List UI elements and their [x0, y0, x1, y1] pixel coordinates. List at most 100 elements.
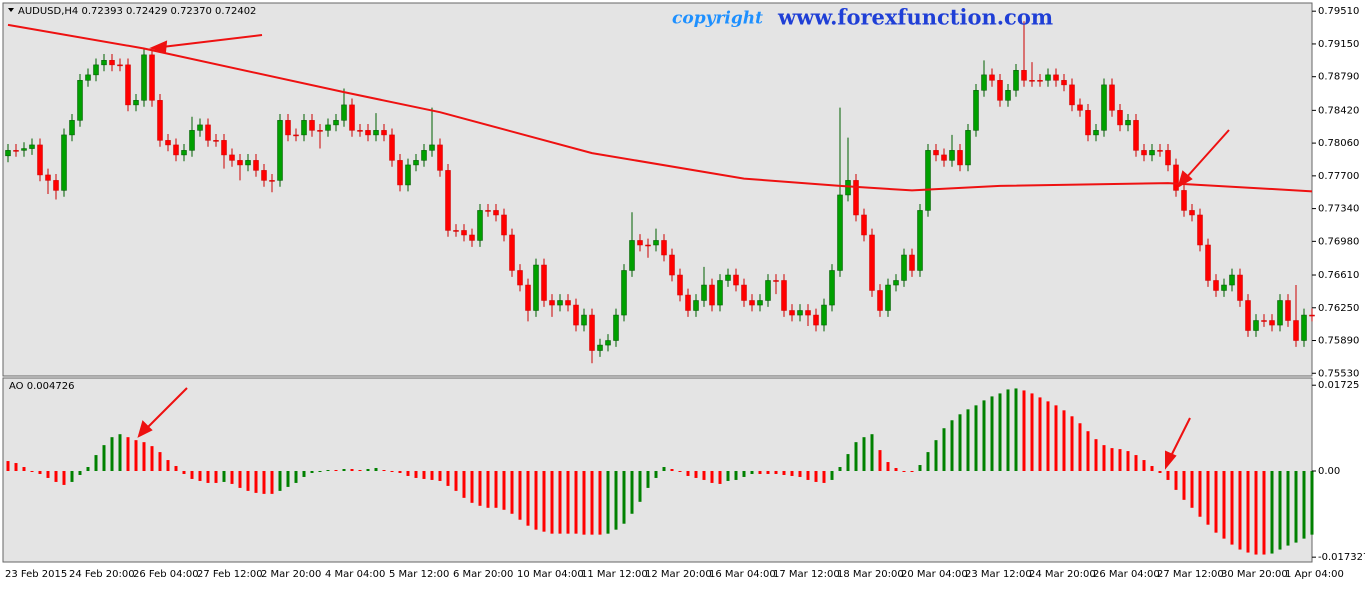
ao-bar: [158, 452, 162, 471]
ao-bar: [550, 470, 554, 534]
candle-body: [773, 280, 779, 282]
candle-body: [573, 304, 579, 326]
candle-body: [613, 314, 619, 341]
price-panel: [2, 2, 1313, 377]
chart-title: AUDUSD,H4 0.72393 0.72429 0.72370 0.7240…: [18, 6, 256, 17]
candle-body: [693, 300, 699, 311]
ao-bar: [894, 468, 898, 471]
ao-bar: [1134, 455, 1138, 471]
ao-bar: [1230, 470, 1234, 545]
ao-bar: [942, 428, 946, 471]
y-tick-label: -0.017327: [1318, 552, 1365, 563]
candle-body: [1005, 90, 1011, 101]
candle-body: [685, 294, 691, 311]
ao-bar: [214, 470, 218, 483]
ao-bar: [30, 470, 34, 472]
ao-bar: [390, 470, 394, 472]
y-tick-label: 0.01725: [1318, 380, 1359, 391]
candle-body: [1237, 274, 1243, 301]
ao-bar: [934, 440, 938, 471]
ao-bar: [1278, 470, 1282, 550]
ao-bar: [62, 470, 66, 485]
ao-bar: [846, 454, 850, 471]
candle-body: [181, 150, 187, 156]
ao-bar: [294, 470, 298, 483]
candle-body: [333, 120, 339, 126]
ao-bar: [430, 470, 434, 480]
y-tick-label: 0.77340: [1318, 204, 1359, 215]
ao-bar: [334, 470, 338, 471]
candle-body: [781, 280, 787, 311]
ao-bar: [486, 470, 490, 508]
y-tick-label: 0.78790: [1318, 72, 1359, 83]
ao-bar: [1038, 397, 1042, 471]
ao-bar: [1238, 470, 1242, 550]
ao-bar: [406, 470, 410, 476]
ao-bar: [1222, 470, 1226, 539]
candle-body: [397, 160, 403, 186]
ao-bar: [718, 470, 722, 484]
candle-body: [1181, 190, 1187, 211]
candle-body: [301, 120, 307, 136]
ao-bar: [422, 470, 426, 479]
candle-body: [869, 234, 875, 291]
ao-panel: [2, 377, 1313, 563]
candle-body: [1125, 120, 1131, 126]
arrow: [1169, 417, 1191, 459]
candle-body: [949, 150, 955, 161]
ao-bar: [46, 470, 50, 478]
candle-body: [1189, 210, 1195, 216]
ao-bar: [1206, 470, 1210, 525]
candle-body: [221, 140, 227, 156]
ao-bar: [606, 470, 610, 534]
ao-bar: [686, 470, 690, 476]
ao-bar: [1070, 416, 1074, 471]
candle-body: [629, 240, 635, 271]
ao-bar: [462, 470, 466, 498]
ao-bar: [814, 470, 818, 482]
candle-body: [1093, 130, 1099, 136]
candle-body: [813, 314, 819, 326]
candle-body: [549, 300, 555, 306]
candle-body: [277, 120, 283, 181]
ao-bar: [1014, 388, 1018, 471]
ao-bar: [1110, 448, 1114, 471]
ao-bar: [958, 414, 962, 471]
ao-bar: [454, 470, 458, 491]
candle-body: [885, 284, 891, 311]
ao-bar: [94, 455, 98, 471]
candle-body: [1213, 280, 1219, 291]
candle-body: [469, 234, 475, 241]
candle-body: [501, 214, 507, 236]
ao-bar: [1022, 390, 1026, 471]
x-tick-label: 1 Apr 04:00: [1285, 569, 1344, 580]
candle-body: [565, 300, 571, 306]
ao-bar: [414, 470, 418, 478]
arrow: [145, 387, 188, 430]
ao-bar: [470, 470, 474, 503]
candle-body: [1101, 84, 1107, 131]
ao-bar: [622, 470, 626, 524]
candle-body: [1061, 80, 1067, 86]
ao-bar: [510, 470, 514, 514]
ao-bar: [118, 434, 122, 471]
candle-body: [541, 264, 547, 301]
ao-bar: [398, 470, 402, 473]
y-tick-label: 0.79150: [1318, 39, 1359, 50]
candle-body: [533, 264, 539, 311]
ao-bar: [1046, 401, 1050, 471]
ao-bar: [734, 470, 738, 480]
candle-body: [1133, 120, 1139, 151]
x-tick-label: 23 Mar 12:00: [965, 569, 1032, 580]
candle-body: [405, 164, 411, 186]
y-tick-label: 0.79510: [1318, 6, 1359, 17]
ao-bar: [974, 405, 978, 471]
ao-bar: [1270, 470, 1274, 554]
ao-bar: [1094, 439, 1098, 471]
candle-body: [709, 284, 715, 306]
candle-body: [437, 144, 443, 171]
ao-bar: [238, 470, 242, 488]
candle-body: [757, 300, 763, 306]
